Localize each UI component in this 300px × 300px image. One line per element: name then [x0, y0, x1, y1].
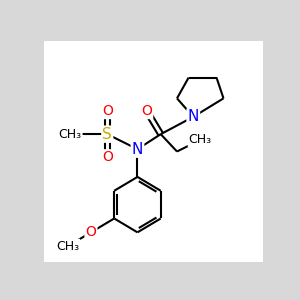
- Text: N: N: [132, 142, 143, 157]
- Text: O: O: [102, 104, 113, 118]
- Text: O: O: [141, 104, 152, 118]
- Text: CH₃: CH₃: [189, 134, 212, 146]
- Text: N: N: [188, 109, 199, 124]
- Text: O: O: [102, 150, 113, 164]
- Text: CH₃: CH₃: [56, 240, 79, 253]
- Text: CH₃: CH₃: [58, 128, 82, 141]
- FancyBboxPatch shape: [44, 40, 263, 262]
- Text: S: S: [102, 127, 112, 142]
- Text: O: O: [85, 225, 96, 239]
